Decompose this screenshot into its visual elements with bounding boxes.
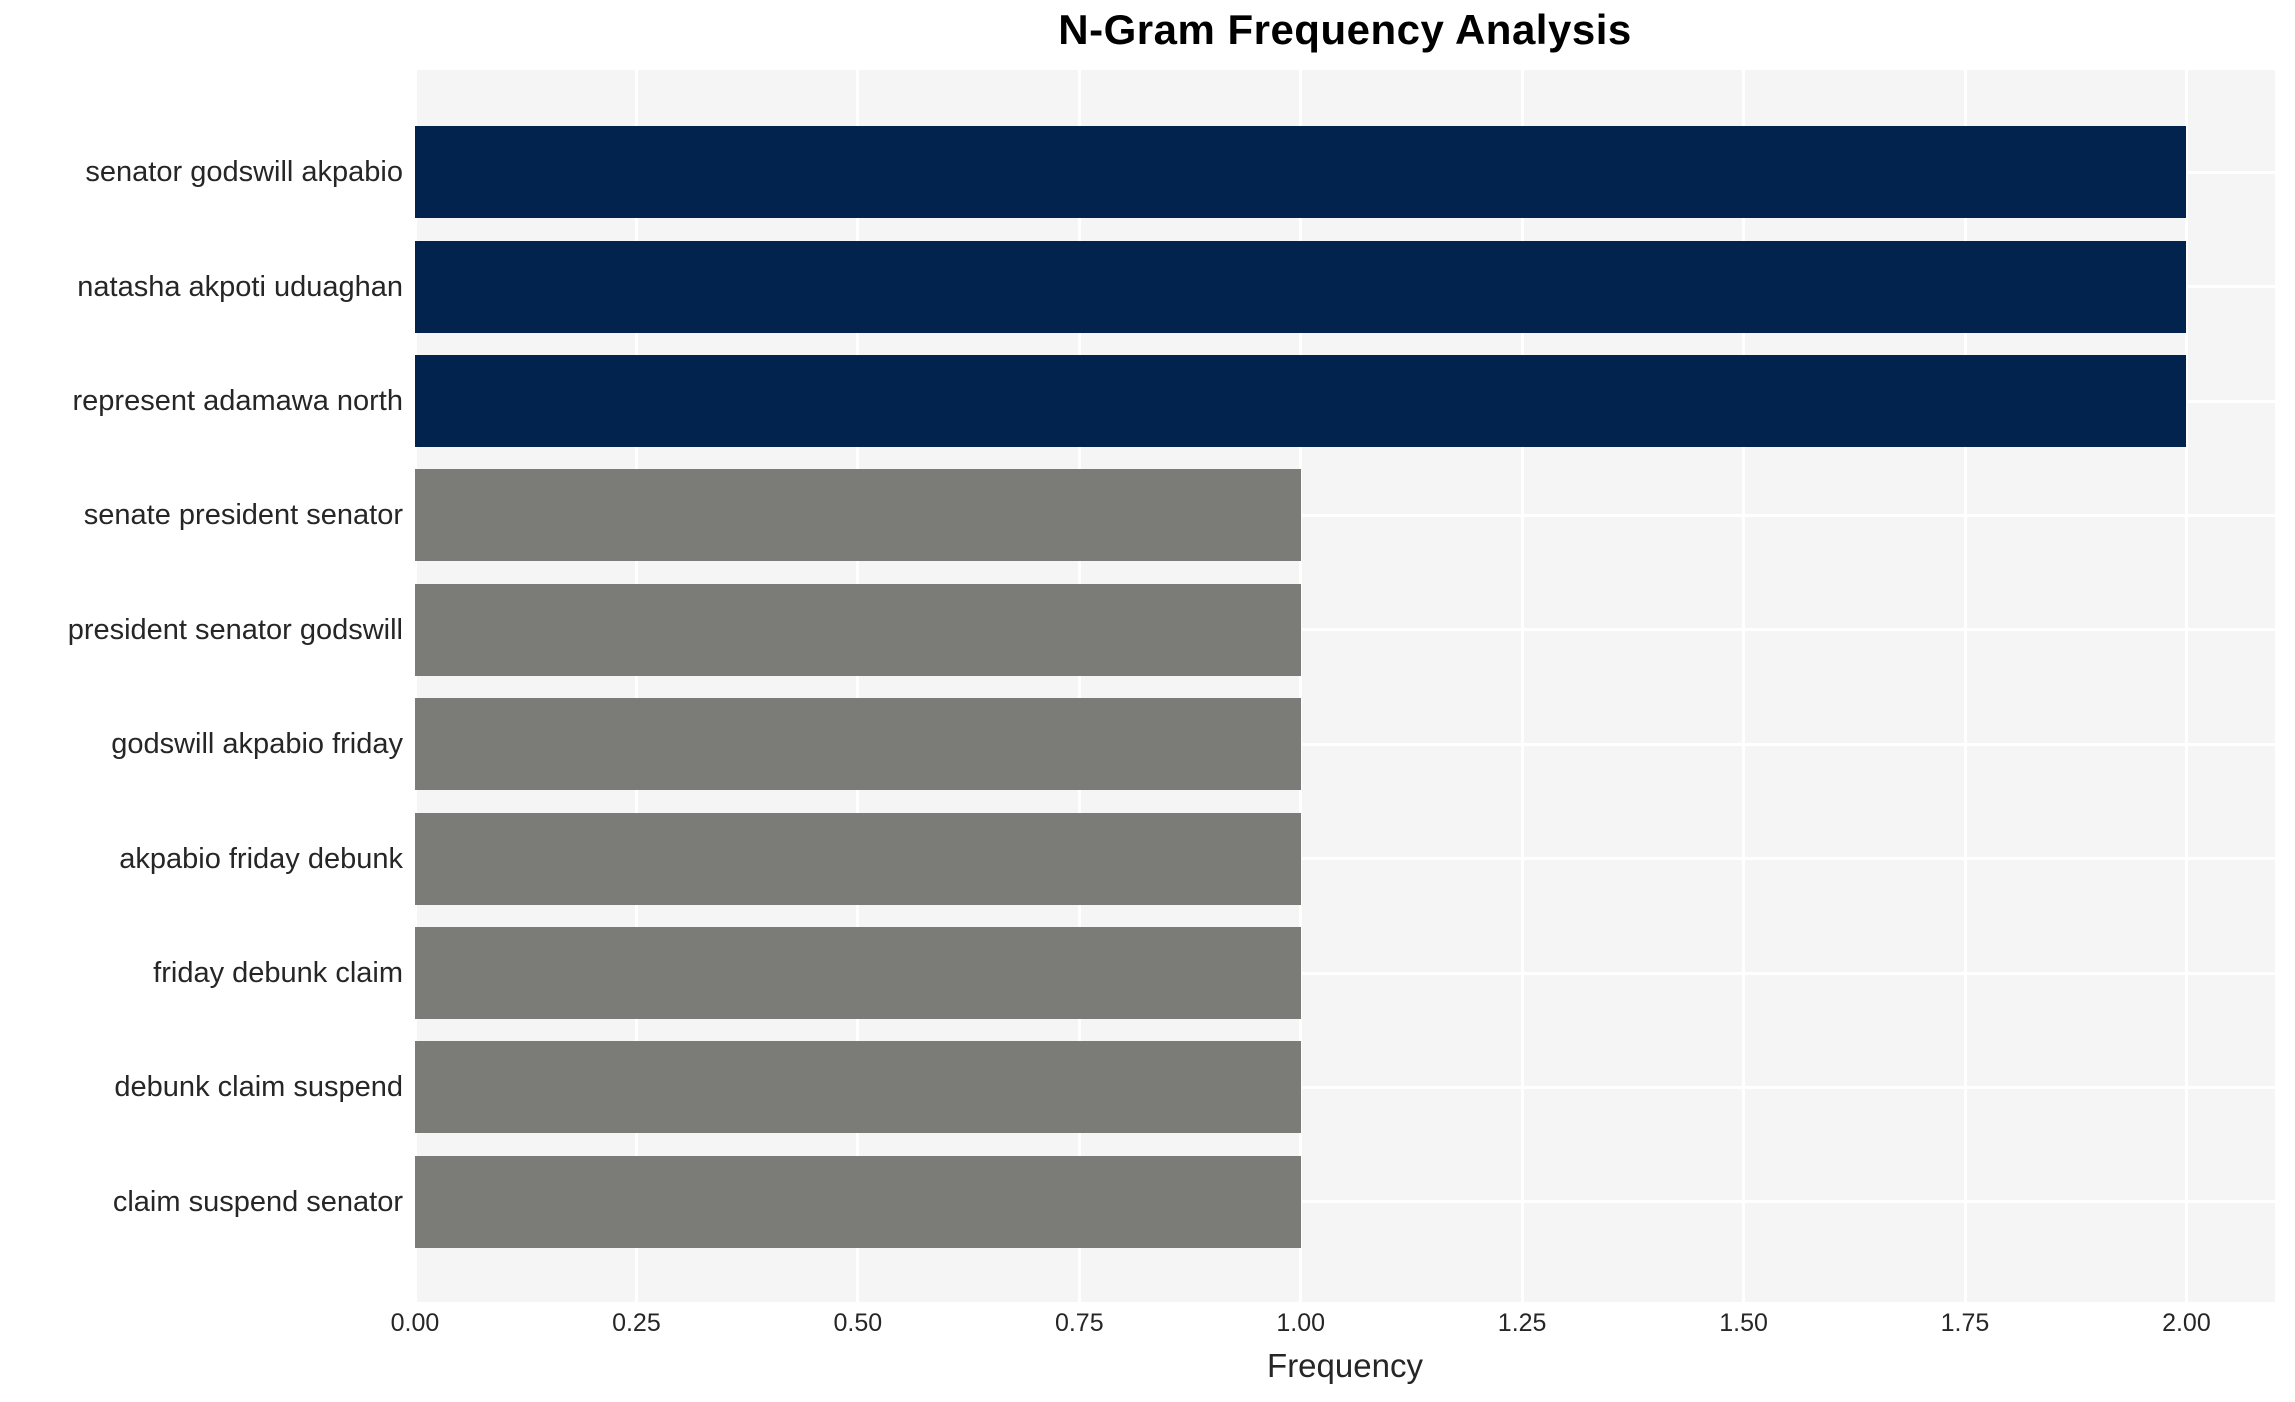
bar — [415, 927, 1301, 1019]
chart-title: N-Gram Frequency Analysis — [1058, 6, 1632, 53]
x-tick-label: 1.75 — [1940, 1309, 1990, 1337]
y-tick-label: friday debunk claim — [153, 957, 403, 989]
bar — [415, 1041, 1301, 1134]
plot-area — [415, 70, 2275, 1302]
gridline-vertical — [415, 70, 417, 1302]
y-tick-label: debunk claim suspend — [114, 1071, 403, 1104]
bar — [415, 812, 1301, 905]
bar — [415, 1155, 1301, 1248]
gridline-vertical — [1077, 70, 1081, 1302]
gridline-vertical — [634, 70, 638, 1302]
x-tick-label: 0.50 — [833, 1309, 883, 1337]
gridline-horizontal — [415, 513, 2275, 517]
bar — [415, 355, 2187, 447]
y-tick-label: senate president senator — [83, 499, 403, 532]
y-tick-label: godswill akpabio friday — [111, 728, 403, 761]
gridline-vertical — [1742, 70, 1746, 1302]
bar — [415, 240, 2187, 333]
x-tick-label: 0.00 — [390, 1309, 440, 1337]
x-tick-label: 2.00 — [2162, 1309, 2211, 1337]
gridline-vertical — [1963, 70, 1967, 1302]
gridline-horizontal — [415, 1085, 2275, 1089]
x-tick-label: 0.75 — [1054, 1309, 1104, 1337]
bar — [415, 469, 1301, 562]
x-tick-label: 1.00 — [1276, 1309, 1326, 1337]
gridline-horizontal — [415, 628, 2275, 632]
y-tick-label: akpabio friday debunk — [119, 842, 403, 875]
y-tick-label: senator godswill akpabio — [85, 156, 403, 189]
gridline-horizontal — [415, 857, 2275, 861]
gridline-horizontal — [415, 742, 2275, 746]
y-tick-label: president senator godswill — [67, 613, 403, 646]
gridline-vertical — [856, 70, 860, 1302]
bar — [415, 698, 1301, 791]
x-tick-label: 1.25 — [1497, 1309, 1547, 1337]
gridline-vertical — [2184, 70, 2188, 1302]
x-tick-label: 0.25 — [612, 1309, 661, 1337]
gridline-vertical — [1520, 70, 1524, 1302]
gridline-vertical — [1299, 70, 1303, 1302]
y-tick-label: claim suspend senator — [112, 1185, 403, 1218]
bar — [415, 583, 1301, 676]
gridline-horizontal — [415, 1200, 2275, 1204]
bar — [415, 126, 2187, 219]
gridline-horizontal — [415, 971, 2275, 975]
y-tick-label: natasha akpoti uduaghan — [77, 270, 403, 303]
x-tick-label: 1.50 — [1719, 1309, 1768, 1337]
x-axis-label: Frequency — [1267, 1347, 1423, 1384]
y-tick-label: represent adamawa north — [72, 385, 403, 417]
